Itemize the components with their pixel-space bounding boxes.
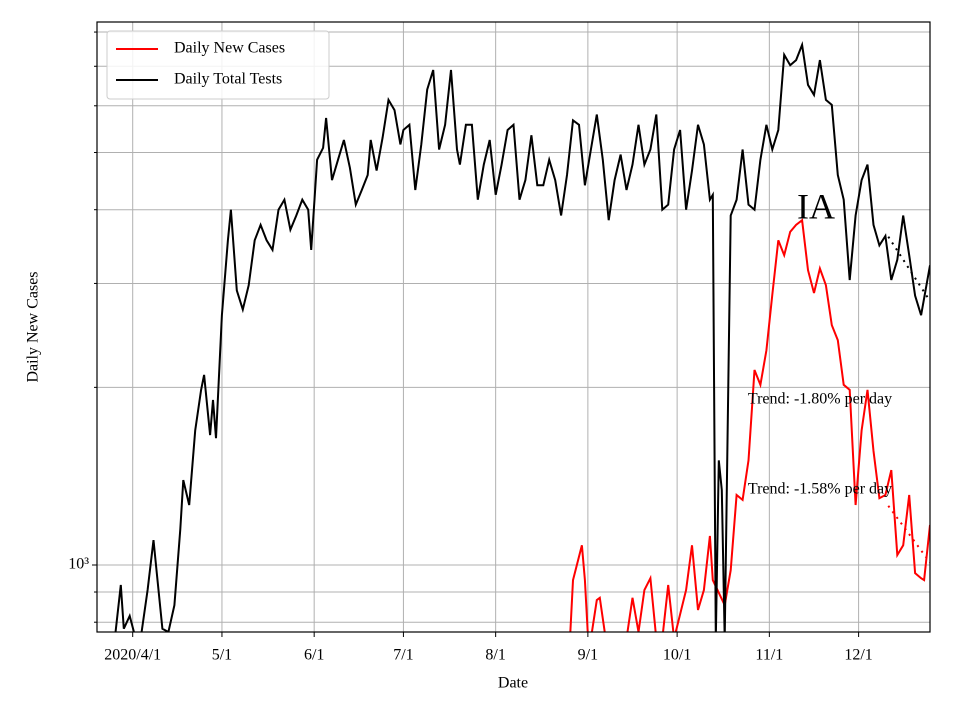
- trend-line: [887, 236, 930, 302]
- y-axis-label: Daily New Cases: [25, 271, 42, 382]
- trend-line: [887, 505, 930, 564]
- x-tick-label: 2020/4/1: [104, 647, 161, 664]
- trend-annotation: Trend: -1.58% per day: [748, 481, 892, 498]
- legend-box: [106, 30, 330, 100]
- legend-label: Daily Total Tests: [174, 71, 282, 88]
- chart-title: IA: [797, 186, 835, 226]
- x-axis-label: Date: [498, 675, 528, 692]
- x-tick-label: 5/1: [212, 647, 232, 664]
- x-tick-label: 8/1: [485, 647, 505, 664]
- series-line: [114, 41, 930, 632]
- plot-lines: [114, 41, 930, 632]
- y-tick-label: 10³: [68, 556, 89, 573]
- plot-frame: [96, 21, 931, 633]
- x-tick-label: 11/1: [755, 647, 783, 664]
- legend-label: Daily New Cases: [174, 40, 285, 57]
- series-line: [569, 218, 930, 632]
- x-tick-label: 7/1: [393, 647, 413, 664]
- trend-annotation: Trend: -1.80% per day: [748, 391, 892, 408]
- x-tick-label: 12/1: [844, 647, 872, 664]
- legend: Daily New Cases Daily Total Tests: [106, 30, 330, 100]
- x-tick-label: 6/1: [304, 647, 324, 664]
- x-tick-label: 9/1: [578, 647, 598, 664]
- x-tick-label: 10/1: [663, 647, 691, 664]
